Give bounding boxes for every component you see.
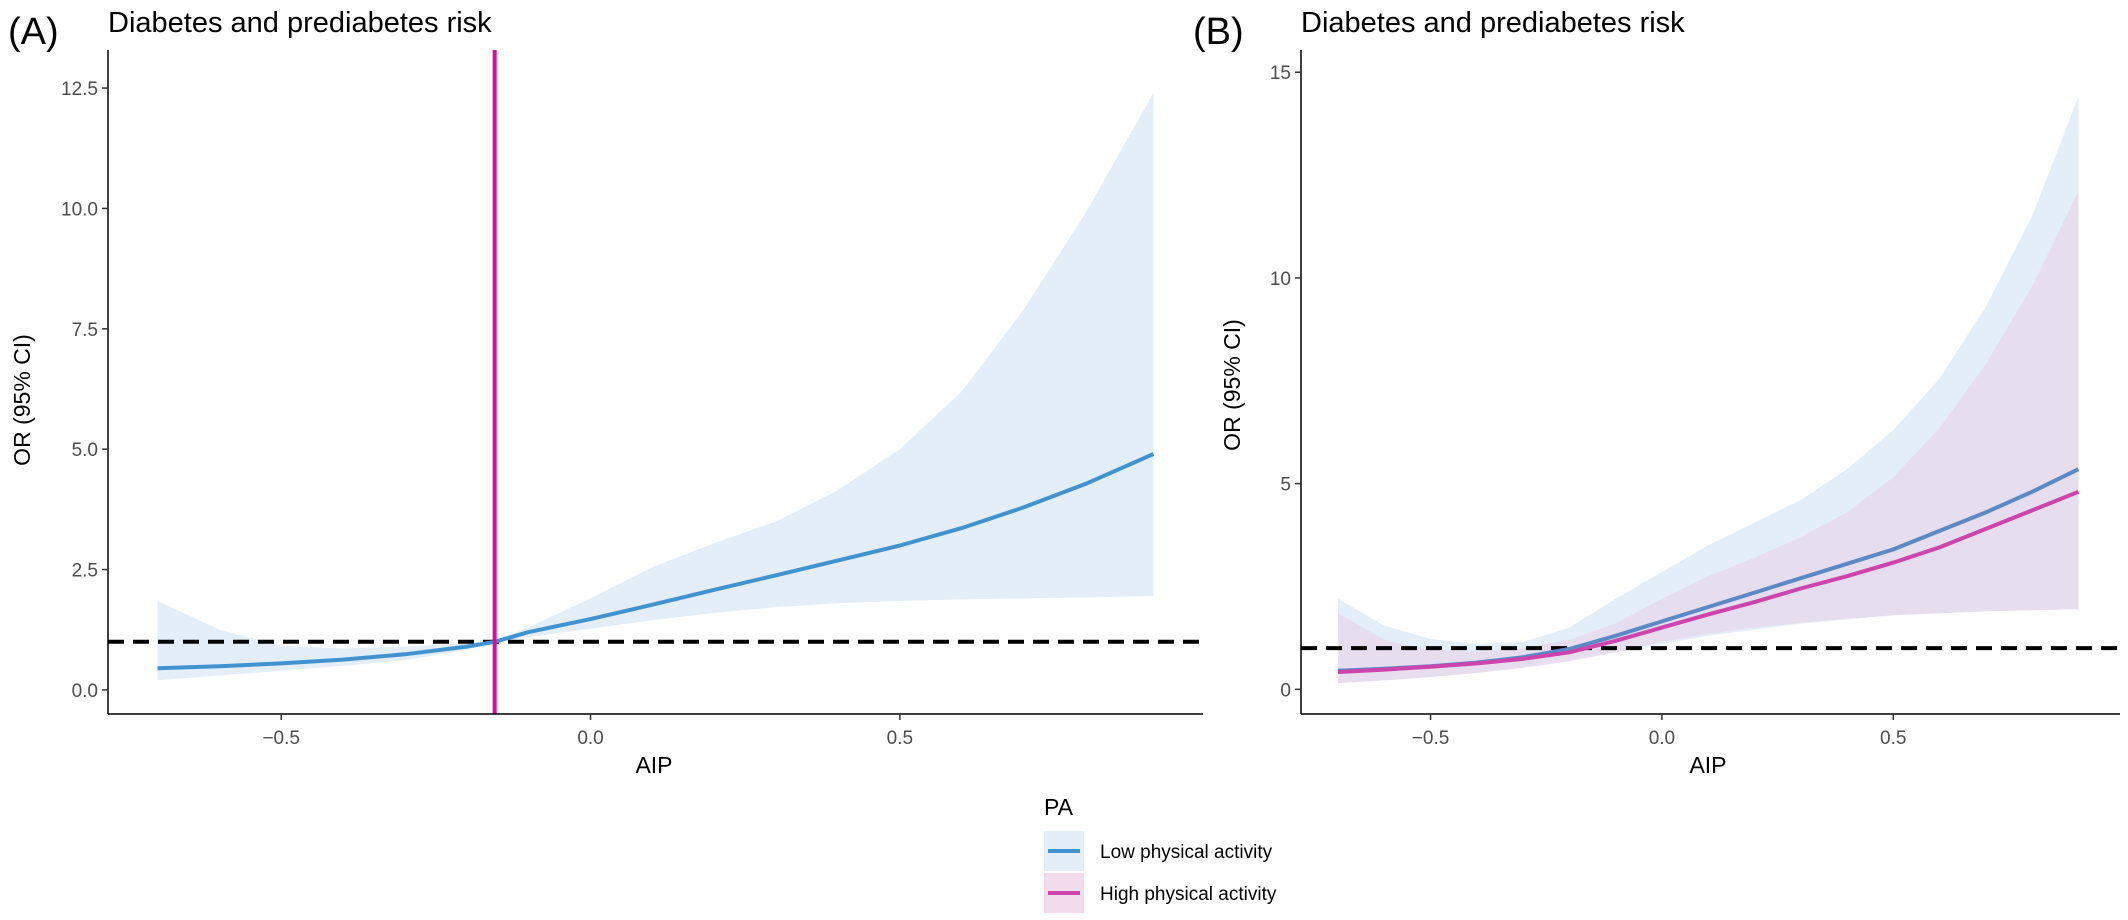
panel-a-y-tick-label: 2.5 — [72, 561, 98, 582]
panel-a-title: Diabetes and prediabetes risk — [108, 7, 492, 39]
panel-b-y-tick-label: 10 — [1270, 269, 1291, 290]
panel-b-x-axis-title: AIP — [1689, 752, 1726, 778]
panel-b-y-tick-label: 0 — [1280, 680, 1291, 701]
panel-b: (B) Diabetes and prediabetes risk OR (95… — [1193, 7, 2120, 778]
panel-a: (A) Diabetes and prediabetes risk OR (95… — [8, 7, 1203, 778]
panel-b-y-tick-label: 5 — [1280, 475, 1291, 496]
panel-a-plot-area: 0.0 2.5 5.0 7.5 10.0 12.5 −0.5 0.0 0.5 — [61, 50, 1203, 749]
panel-b-y-tick-label: 15 — [1270, 63, 1291, 84]
panel-b-x-tick-label: 0.0 — [1649, 728, 1675, 749]
panel-a-x-tick-label: −0.5 — [262, 728, 300, 749]
panel-b-y-axis-title: OR (95% CI) — [1219, 319, 1245, 451]
panel-b-ci-band-1 — [1338, 191, 2079, 684]
panel-a-y-axis-title: OR (95% CI) — [9, 334, 35, 466]
legend-label-high: High physical activity — [1100, 884, 1277, 905]
panel-b-plot-area: 0 5 10 15 −0.5 0.0 0.5 — [1270, 50, 2120, 749]
panel-b-title: Diabetes and prediabetes risk — [1301, 7, 1685, 39]
legend-item-low: Low physical activity — [1044, 831, 1273, 871]
panel-b-series-line-1 — [1337, 489, 2080, 674]
legend-label-low: Low physical activity — [1100, 842, 1273, 863]
panel-a-y-tick-label: 12.5 — [61, 79, 98, 100]
panel-a-y-tick-label: 5.0 — [72, 440, 98, 461]
panel-a-x-tick-label: 0.5 — [887, 728, 913, 749]
panel-a-ci-band-0 — [157, 92, 1154, 681]
panel-a-x-axis-title: AIP — [635, 752, 672, 778]
panel-a-series-line-0 — [157, 452, 1155, 671]
panel-a-label: (A) — [8, 11, 59, 53]
panel-a-x-tick-label: 0.0 — [577, 728, 603, 749]
legend-title: PA — [1044, 794, 1074, 820]
panel-b-x-tick-label: −0.5 — [1412, 728, 1450, 749]
panel-a-y-tick-label: 0.0 — [72, 681, 98, 702]
legend-item-high: High physical activity — [1044, 873, 1277, 913]
panel-b-x-tick-label: 0.5 — [1880, 728, 1906, 749]
panel-a-y-tick-label: 10.0 — [61, 199, 98, 220]
panel-a-y-tick-label: 7.5 — [72, 320, 98, 341]
legend: PA Low physical activity High physical a… — [1044, 794, 1277, 913]
panel-b-label: (B) — [1193, 11, 1244, 53]
